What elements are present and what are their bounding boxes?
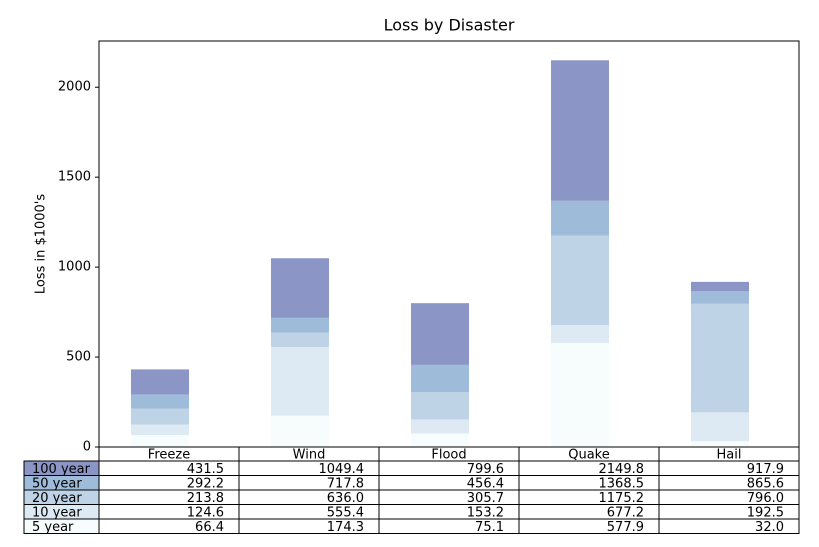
bar-segment: [551, 325, 609, 344]
bar-segment: [271, 347, 329, 416]
bar-segment: [691, 412, 749, 442]
table-value: 799.6: [467, 462, 504, 477]
table-value: 305.7: [467, 491, 504, 506]
table-value: 292.2: [187, 476, 224, 491]
row-label: 5 year: [32, 520, 74, 535]
table-value: 636.0: [327, 491, 364, 506]
bar-segment: [411, 419, 469, 434]
table-value: 192.5: [747, 505, 784, 520]
bar-segment: [131, 394, 189, 409]
table-value: 153.2: [467, 505, 504, 520]
table-value: 1049.4: [319, 462, 365, 477]
column-header: Wind: [293, 448, 326, 463]
y-axis-label: Loss in $1000's: [34, 194, 49, 295]
bar-segment: [551, 200, 609, 236]
bar-segment: [271, 415, 329, 447]
y-tick-label: 1500: [58, 170, 91, 185]
y-tick-label: 2000: [58, 80, 91, 95]
table-value: 431.5: [187, 462, 224, 477]
y-tick-label: 0: [83, 440, 91, 455]
table-value: 213.8: [187, 491, 224, 506]
bar-segment: [131, 408, 189, 425]
y-tick-label: 500: [66, 350, 91, 365]
table-value: 1368.5: [599, 476, 645, 491]
table-value: 1175.2: [599, 491, 645, 506]
table-value: 75.1: [475, 520, 504, 535]
table-value: 66.4: [195, 520, 224, 535]
table-value: 2149.8: [599, 462, 645, 477]
table-value: 456.4: [467, 476, 504, 491]
table-value: 555.4: [327, 505, 364, 520]
bar-segment: [271, 332, 329, 348]
bar-segment: [551, 343, 609, 447]
row-label: 100 year: [32, 462, 91, 477]
table-value: 32.0: [755, 520, 784, 535]
bar-segment: [411, 392, 469, 420]
bar-segment: [271, 258, 329, 318]
table-value: 124.6: [187, 505, 224, 520]
bar-segment: [131, 424, 189, 436]
chart-title: Loss by Disaster: [384, 16, 515, 35]
row-label: 10 year: [32, 505, 82, 520]
bar-segment: [411, 364, 469, 393]
table-value: 174.3: [327, 520, 364, 535]
bar-segment: [551, 60, 609, 201]
table-value: 717.8: [327, 476, 364, 491]
bar-segment: [411, 433, 469, 447]
column-header: Flood: [431, 448, 466, 463]
row-label: 20 year: [32, 491, 82, 506]
bar-segment: [691, 291, 749, 304]
table-value: 796.0: [747, 491, 784, 506]
bar-segment: [551, 235, 609, 326]
bar-segment: [691, 281, 749, 292]
bar-segment: [691, 303, 749, 413]
bar-segment: [131, 435, 189, 447]
table-value: 865.6: [747, 476, 784, 491]
row-label: 50 year: [32, 476, 82, 491]
table-value: 677.2: [607, 505, 644, 520]
table-cell: [658, 518, 800, 534]
table-value: 917.9: [747, 462, 784, 477]
bar-segment: [411, 303, 469, 365]
bar-segment: [691, 441, 749, 447]
column-header: Quake: [568, 448, 610, 463]
bar-segment: [131, 369, 189, 395]
bar-segment: [271, 317, 329, 333]
table-value: 577.9: [607, 520, 644, 535]
column-header: Hail: [717, 448, 742, 463]
y-tick-label: 1000: [58, 260, 91, 275]
column-header: Freeze: [148, 448, 190, 463]
